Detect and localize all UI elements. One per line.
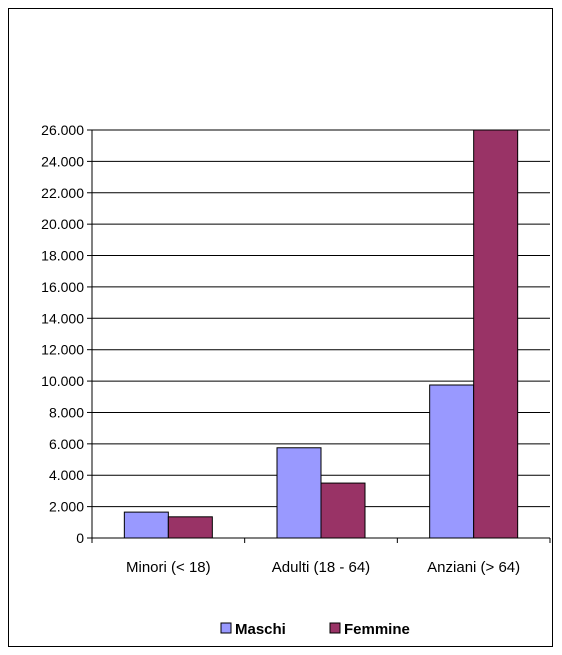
x-category-label: Adulti (18 - 64) <box>272 559 370 576</box>
bar-maschi-0 <box>123 511 169 539</box>
bar-chart: 0 2.000 4.000 6.000 8.000 10.000 12.000 14.000 1… <box>41 122 551 638</box>
y-tick-label: 26.000 <box>41 122 84 138</box>
legend: Maschi Femmine <box>220 621 410 638</box>
legend-swatch-femmine <box>329 622 341 634</box>
y-tick-label: 2.000 <box>49 499 84 515</box>
y-tick-label: 16.000 <box>41 279 84 295</box>
y-tick-label: 12.000 <box>41 342 84 358</box>
y-tick-label: 6.000 <box>49 436 84 452</box>
chart-frame: 0 2.000 4.000 6.000 8.000 10.000 12.000 14.000 1… <box>8 8 553 647</box>
bar-femmine-0 <box>167 516 213 539</box>
y-tick-label: 18.000 <box>41 248 84 264</box>
y-tick-labels: 0 2.000 4.000 6.000 8.000 10.000 12.000 14.000 1… <box>41 122 84 546</box>
bar-maschi-2 <box>429 384 475 539</box>
bar-femmine-2 <box>473 129 519 539</box>
x-category-label: Anziani (> 64) <box>427 559 520 576</box>
y-tick-label: 0 <box>76 530 84 546</box>
y-tick-label: 14.000 <box>41 310 84 326</box>
axes <box>87 129 551 543</box>
y-tick-label: 4.000 <box>49 467 84 483</box>
legend-label-maschi: Maschi <box>235 621 286 638</box>
legend-label-femmine: Femmine <box>344 621 410 638</box>
bar-maschi-1 <box>276 447 322 539</box>
x-category-labels: Minori (< 18) Adulti (18 - 64) Anziani (> … <box>126 559 520 576</box>
bars <box>123 129 519 539</box>
x-category-label: Minori (< 18) <box>126 559 211 576</box>
y-tick-label: 10.000 <box>41 373 84 389</box>
y-tick-label: 8.000 <box>49 404 84 420</box>
y-tick-label: 22.000 <box>41 185 84 201</box>
bar-femmine-1 <box>320 482 366 539</box>
y-tick-label: 24.000 <box>41 153 84 169</box>
y-tick-label: 20.000 <box>41 216 84 232</box>
legend-swatch-maschi <box>220 622 232 634</box>
